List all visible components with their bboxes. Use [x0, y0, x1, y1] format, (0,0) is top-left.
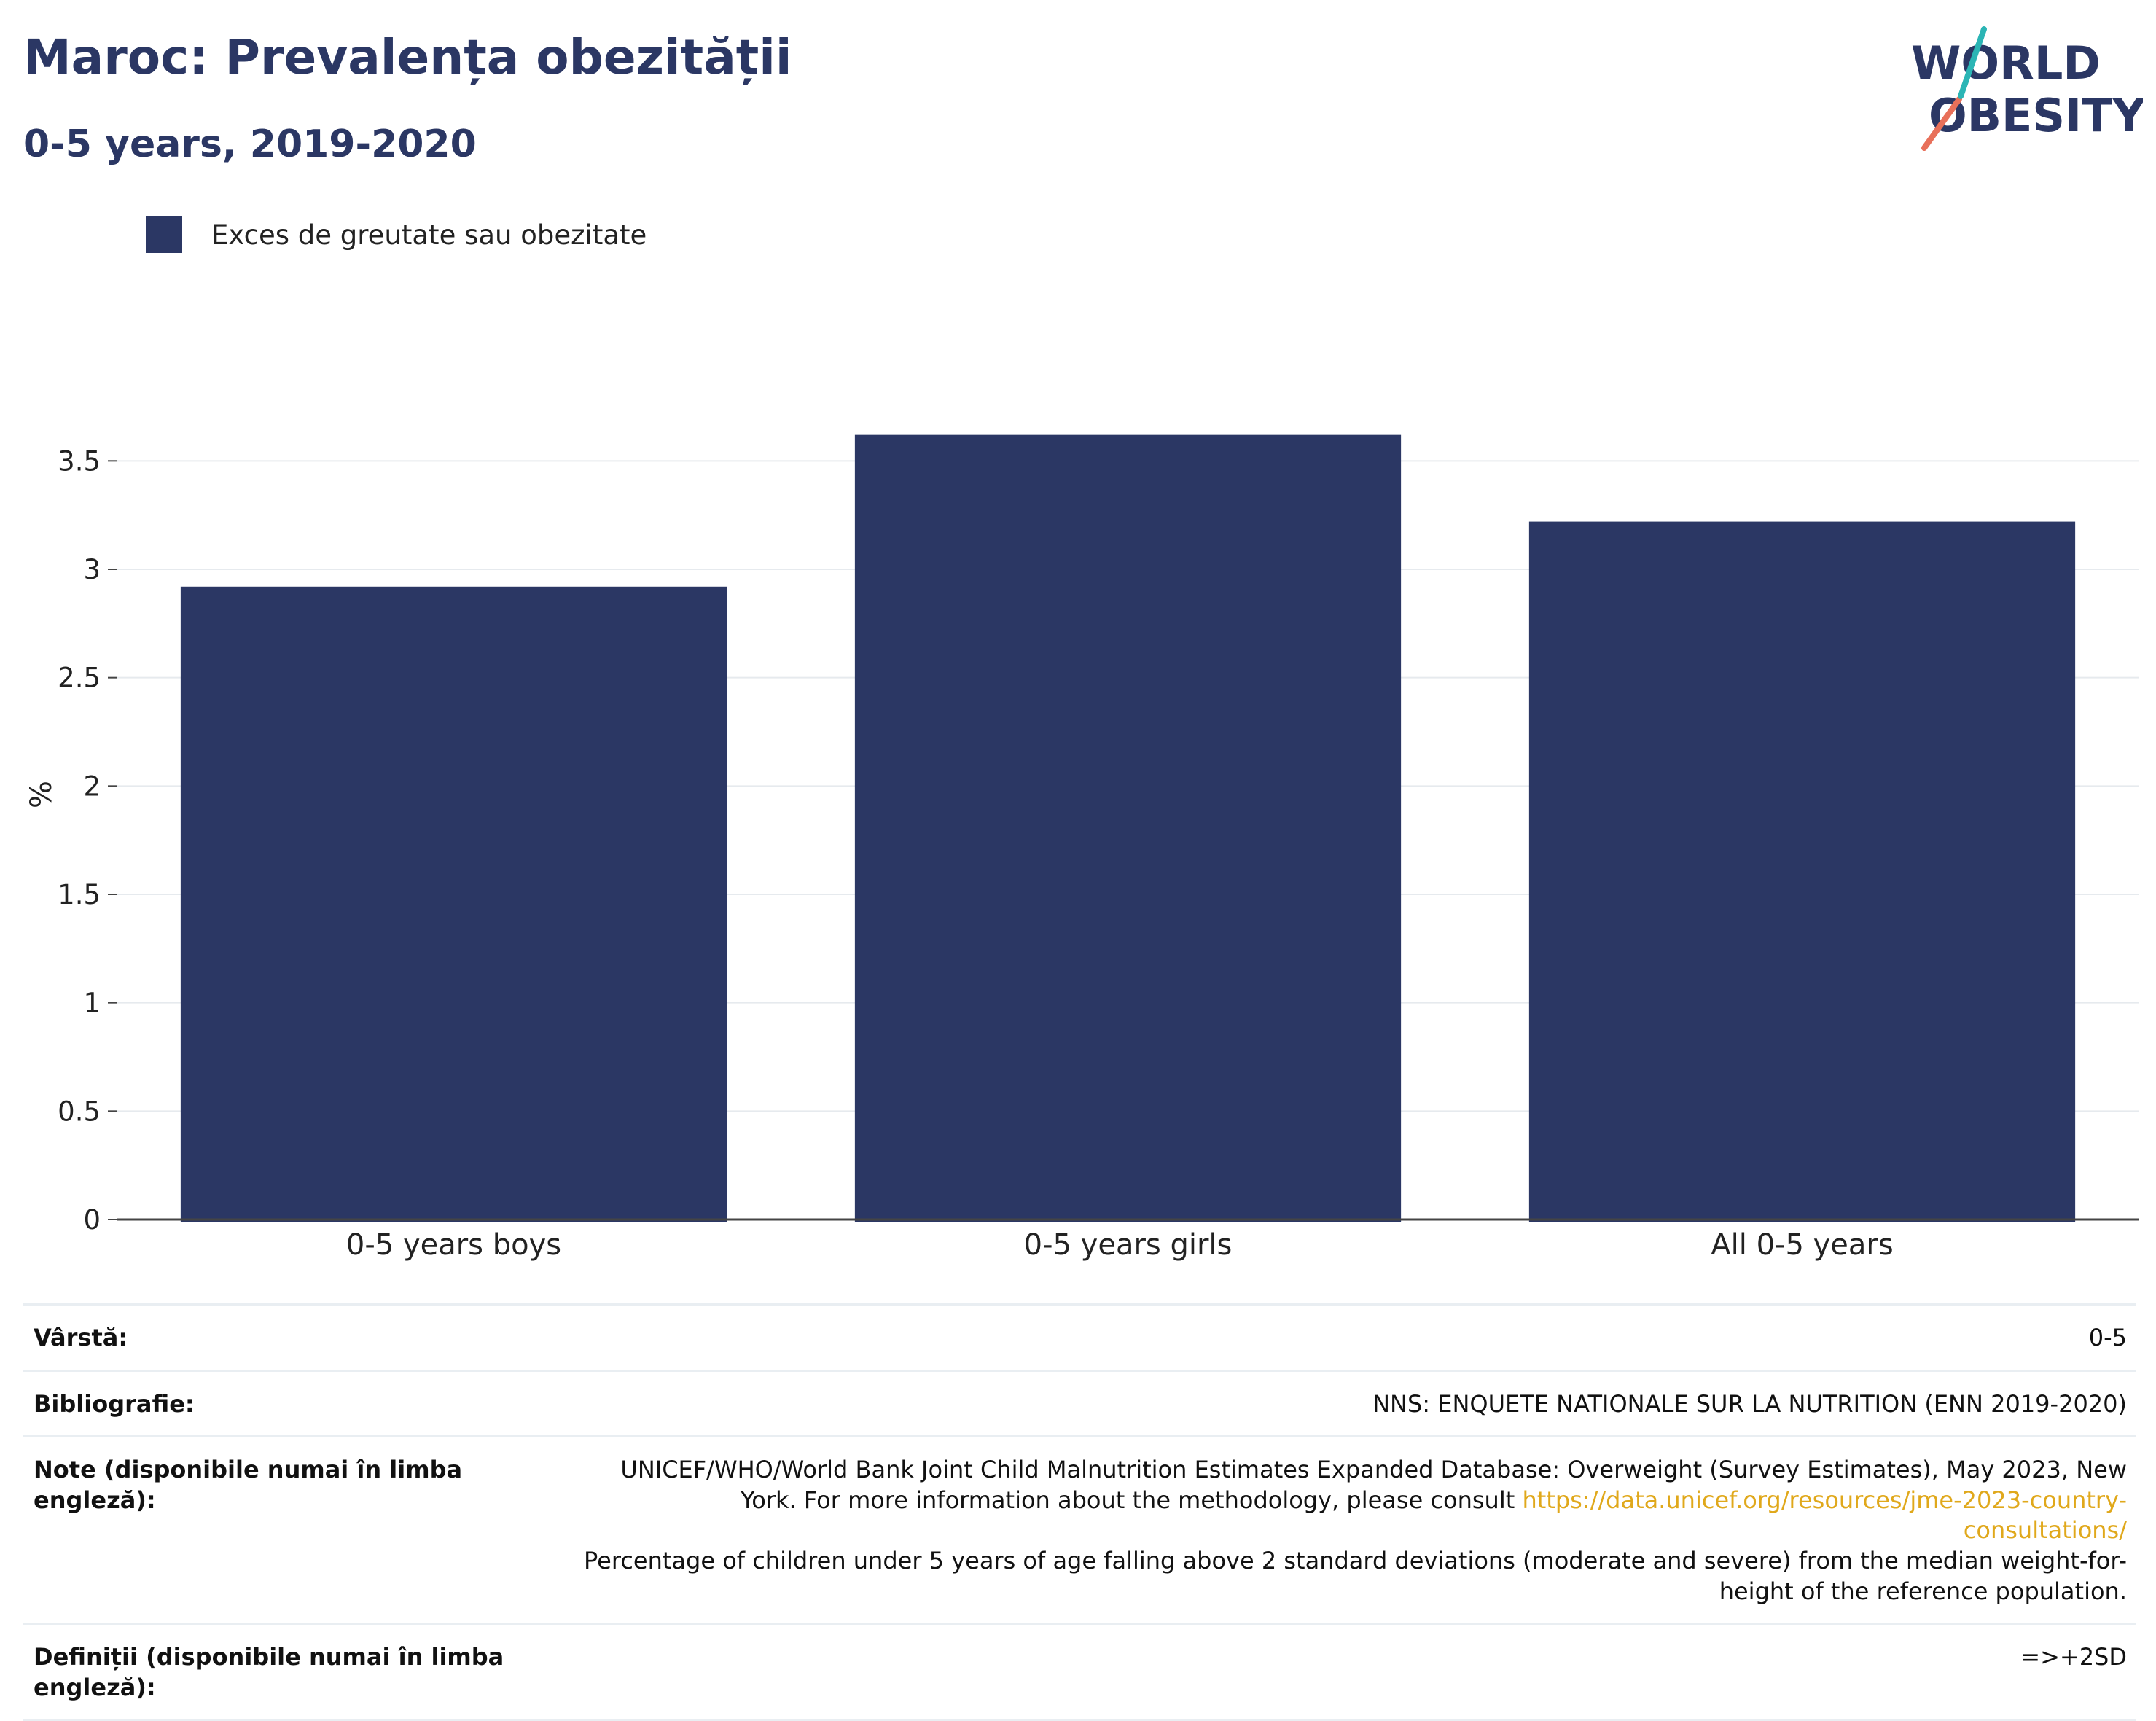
info-row-bibliography: Bibliografie: NNS: ENQUETE NATIONALE SUR…	[23, 1369, 2136, 1437]
notes-label: Note (disponibile numai în limba engleză…	[23, 1435, 567, 1624]
age-label: Vârstă:	[23, 1303, 567, 1371]
y-tick-label: 2.5	[58, 663, 101, 694]
world-obesity-logo: WORLD OBESITY	[1911, 26, 2143, 151]
logo-line1: WORLD	[1911, 36, 2101, 90]
y-axis-label: %	[25, 781, 58, 808]
bar-chart: 00.511.522.533.5 0-5 years boys 0-5 years…	[25, 434, 2139, 1262]
bar[interactable]	[180, 586, 727, 1222]
logo-slash-lower	[1921, 96, 1962, 151]
info-row-age: Vârstă: 0-5	[23, 1303, 2136, 1371]
y-tick-label: 1.5	[58, 879, 101, 910]
info-row-definitions: Definiții (disponibile numai în limba en…	[23, 1623, 2136, 1721]
bibliography-label: Bibliografie:	[23, 1369, 567, 1437]
bibliography-value: NNS: ENQUETE NATIONALE SUR LA NUTRITION …	[567, 1369, 2136, 1437]
x-tick-label: All 0-5 years	[1711, 1228, 1893, 1262]
y-tick-label: 2	[83, 770, 101, 802]
info-row-notes: Note (disponibile numai în limba engleză…	[23, 1435, 2136, 1624]
y-tick-label: 0.5	[58, 1096, 101, 1127]
definitions-value: =>+2SD	[567, 1623, 2136, 1721]
notes-text-2: Percentage of children under 5 years of …	[584, 1546, 2127, 1605]
bar[interactable]	[854, 434, 1402, 1222]
logo-line2: OBESITY	[1929, 89, 2143, 142]
chart-legend[interactable]: Exces de greutate sau obezitate	[146, 216, 647, 254]
chart-title: Maroc: Prevalența obezității	[23, 29, 792, 85]
x-tick-labels: 0-5 years boys 0-5 years girls All 0-5 yea…	[346, 1228, 1894, 1262]
notes-link[interactable]: https://data.unicef.org/resources/jme-20…	[1522, 1486, 2127, 1545]
notes-text-1: UNICEF/WHO/World Bank Joint Child Malnut…	[620, 1456, 2127, 1514]
y-tick-label: 0	[83, 1204, 101, 1236]
definitions-label: Definiții (disponibile numai în limba en…	[23, 1623, 567, 1721]
bar[interactable]	[1528, 521, 2076, 1222]
notes-value: UNICEF/WHO/World Bank Joint Child Malnut…	[567, 1435, 2136, 1624]
y-tick-label: 1	[83, 988, 101, 1019]
y-tick-labels: 0 0.5 1 1.5 2 2.5 3 3.5	[58, 445, 117, 1236]
y-tick-label: 3	[83, 554, 101, 585]
x-tick-label: 0-5 years boys	[346, 1228, 561, 1262]
logo-slash-upper	[1958, 26, 1987, 99]
legend-swatch	[146, 216, 182, 253]
chart-subtitle: 0-5 years, 2019-2020	[23, 122, 477, 166]
x-tick-label: 0-5 years girls	[1024, 1228, 1233, 1262]
legend-label: Exces de greutate sau obezitate	[211, 219, 647, 251]
bars	[180, 434, 2076, 1222]
y-tick-label: 3.5	[58, 445, 101, 477]
info-table: Vârstă: 0-5 Bibliografie: NNS: ENQUETE N…	[23, 1303, 2136, 1721]
age-value: 0-5	[567, 1303, 2136, 1371]
